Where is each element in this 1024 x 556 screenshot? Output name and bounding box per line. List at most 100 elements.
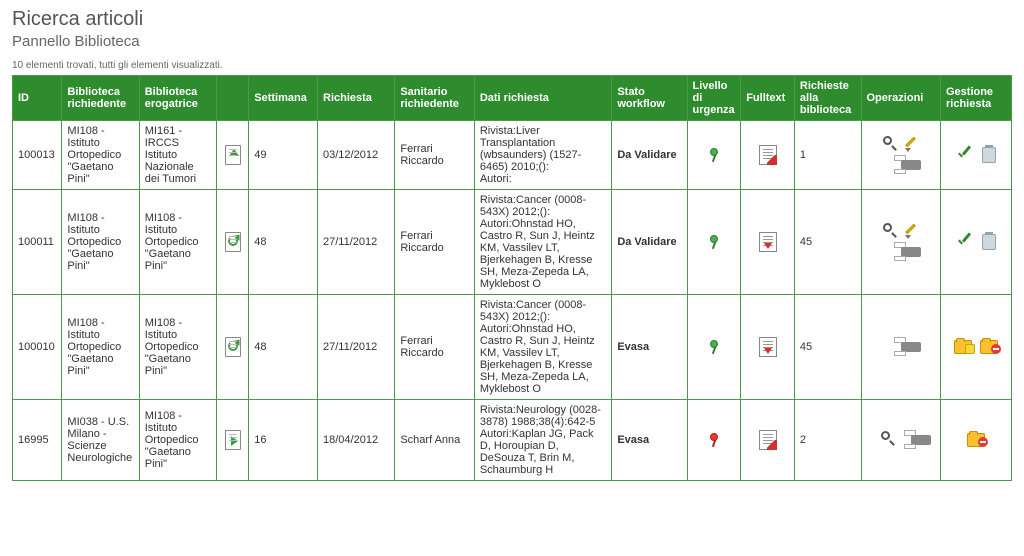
cell-bib-erog: MI108 - Istituto Ortopedico "Gaetano Pin…	[139, 400, 216, 481]
result-count: 10 elementi trovati, tutti gli elementi …	[12, 60, 1012, 71]
reload-icon	[225, 232, 241, 252]
th-dati[interactable]: Dati richiesta	[474, 76, 611, 121]
cell-fulltext	[741, 190, 795, 295]
folder-icon[interactable]	[954, 340, 972, 354]
view-icon[interactable]	[883, 136, 899, 152]
th-operazioni[interactable]: Operazioni	[861, 76, 940, 121]
cell-fulltext	[741, 400, 795, 481]
cell-stato: Da Validare	[612, 121, 687, 190]
cell-dati: Rivista:Cancer (0008-543X) 2012;():Autor…	[474, 190, 611, 295]
cell-count: 45	[794, 295, 861, 400]
th-direction[interactable]	[217, 76, 249, 121]
folder-reject-icon[interactable]	[967, 433, 985, 447]
cell-id: 16995	[13, 400, 62, 481]
table-header-row: ID Biblioteca richiedente Biblioteca ero…	[13, 76, 1012, 121]
pin-red-icon[interactable]	[707, 433, 721, 447]
table-row: 100010MI108 - Istituto Ortopedico "Gaeta…	[13, 295, 1012, 400]
cell-gestione	[940, 295, 1011, 400]
cell-bib-erog: MI161 - IRCCS Istituto Nazionale dei Tum…	[139, 121, 216, 190]
cell-dati: Rivista:Neurology (0028-3878) 1988;38(4)…	[474, 400, 611, 481]
print-icon[interactable]	[901, 431, 921, 447]
cell-count: 1	[794, 121, 861, 190]
cell-urgenza	[687, 400, 741, 481]
arrow-right-icon	[225, 430, 241, 450]
cell-dati: Rivista:Cancer (0008-543X) 2012;():Autor…	[474, 295, 611, 400]
view-icon[interactable]	[881, 431, 897, 447]
cell-count: 2	[794, 400, 861, 481]
cell-richiesta: 03/12/2012	[318, 121, 395, 190]
edit-icon[interactable]	[903, 136, 919, 152]
cell-operazioni	[861, 121, 940, 190]
cell-richiesta: 18/04/2012	[318, 400, 395, 481]
approve-icon[interactable]	[956, 233, 974, 251]
cell-stato: Evasa	[612, 400, 687, 481]
th-urgenza[interactable]: Livello di urgenza	[687, 76, 741, 121]
cell-bib-erog: MI108 - Istituto Ortopedico "Gaetano Pin…	[139, 190, 216, 295]
th-gestione[interactable]: Gestione richiesta	[940, 76, 1011, 121]
cell-id: 100010	[13, 295, 62, 400]
cell-sanitario: Ferrari Riccardo	[395, 190, 474, 295]
cell-direction	[217, 121, 249, 190]
pin-green-icon[interactable]	[707, 235, 721, 249]
cell-settimana: 48	[249, 190, 318, 295]
cell-richiesta: 27/11/2012	[318, 295, 395, 400]
cell-direction	[217, 190, 249, 295]
edit-icon[interactable]	[903, 223, 919, 239]
th-bib-req[interactable]: Biblioteca richiedente	[62, 76, 139, 121]
th-bib-erog[interactable]: Biblioteca erogatrice	[139, 76, 216, 121]
cell-urgenza	[687, 295, 741, 400]
cell-settimana: 49	[249, 121, 318, 190]
print-icon[interactable]	[891, 156, 911, 172]
page-subtitle: Pannello Biblioteca	[12, 33, 1012, 50]
th-sanitario[interactable]: Sanitario richiedente	[395, 76, 474, 121]
page-title: Ricerca articoli	[12, 8, 1012, 31]
cell-count: 45	[794, 190, 861, 295]
cell-direction	[217, 400, 249, 481]
cell-stato: Evasa	[612, 295, 687, 400]
cell-stato: Da Validare	[612, 190, 687, 295]
th-stato[interactable]: Stato workflow	[612, 76, 687, 121]
cell-urgenza	[687, 190, 741, 295]
fulltext-icon[interactable]	[759, 430, 777, 450]
cell-settimana: 16	[249, 400, 318, 481]
cell-operazioni	[861, 190, 940, 295]
pin-green-icon[interactable]	[707, 148, 721, 162]
th-richiesta[interactable]: Richiesta	[318, 76, 395, 121]
cell-id: 100013	[13, 121, 62, 190]
cell-bib-req: MI038 - U.S. Milano - Scienze Neurologic…	[62, 400, 139, 481]
cell-fulltext	[741, 121, 795, 190]
approve-icon[interactable]	[956, 146, 974, 164]
cell-bib-req: MI108 - Istituto Ortopedico "Gaetano Pin…	[62, 190, 139, 295]
arrow-up-icon	[225, 145, 241, 165]
table-row: 16995MI038 - U.S. Milano - Scienze Neuro…	[13, 400, 1012, 481]
fulltext-icon[interactable]	[759, 145, 777, 165]
cell-id: 100011	[13, 190, 62, 295]
cell-urgenza	[687, 121, 741, 190]
download-icon[interactable]	[759, 337, 777, 357]
cell-bib-req: MI108 - Istituto Ortopedico "Gaetano Pin…	[62, 121, 139, 190]
cell-richiesta: 27/11/2012	[318, 190, 395, 295]
results-table: ID Biblioteca richiedente Biblioteca ero…	[12, 75, 1012, 481]
download-icon[interactable]	[759, 232, 777, 252]
cell-bib-erog: MI108 - Istituto Ortopedico "Gaetano Pin…	[139, 295, 216, 400]
delete-icon[interactable]	[982, 234, 996, 250]
delete-icon[interactable]	[982, 147, 996, 163]
cell-operazioni	[861, 295, 940, 400]
print-icon[interactable]	[891, 338, 911, 354]
table-row: 100013MI108 - Istituto Ortopedico "Gaeta…	[13, 121, 1012, 190]
th-settimana[interactable]: Settimana	[249, 76, 318, 121]
cell-gestione	[940, 400, 1011, 481]
cell-fulltext	[741, 295, 795, 400]
th-count[interactable]: Richieste alla biblioteca	[794, 76, 861, 121]
folder-reject-icon[interactable]	[980, 340, 998, 354]
cell-sanitario: Ferrari Riccardo	[395, 121, 474, 190]
cell-settimana: 48	[249, 295, 318, 400]
cell-bib-req: MI108 - Istituto Ortopedico "Gaetano Pin…	[62, 295, 139, 400]
print-icon[interactable]	[891, 243, 911, 259]
cell-sanitario: Scharf Anna	[395, 400, 474, 481]
th-id[interactable]: ID	[13, 76, 62, 121]
th-fulltext[interactable]: Fulltext	[741, 76, 795, 121]
pin-green-icon[interactable]	[707, 340, 721, 354]
view-icon[interactable]	[883, 223, 899, 239]
reload-icon	[225, 337, 241, 357]
